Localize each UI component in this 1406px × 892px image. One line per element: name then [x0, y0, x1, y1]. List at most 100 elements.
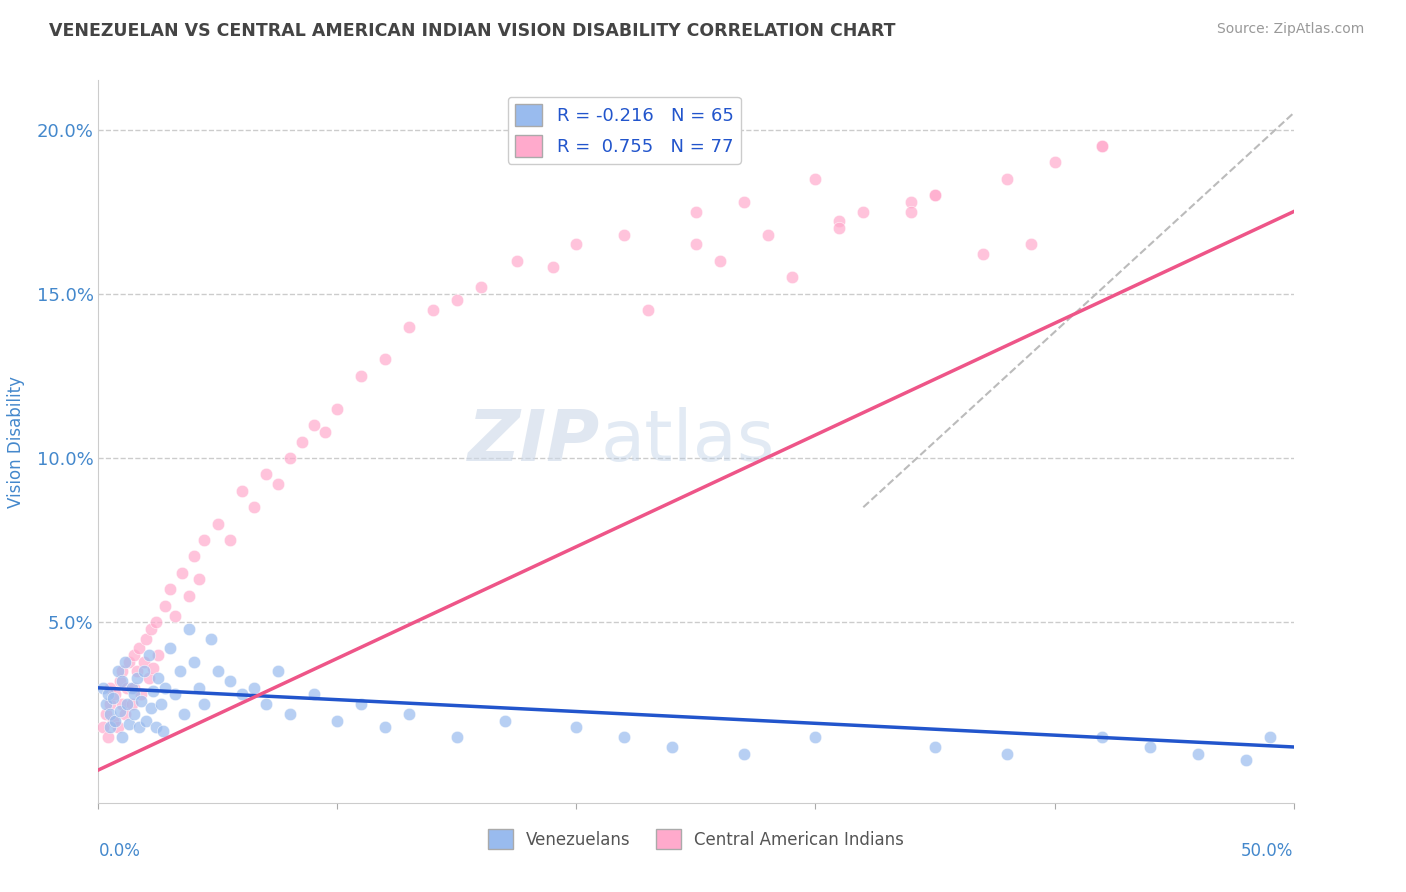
- Point: [661, 739, 683, 754]
- Point: [243, 500, 266, 515]
- Point: [183, 549, 205, 564]
- Point: [91, 681, 114, 695]
- Point: [115, 698, 138, 712]
- Point: [243, 681, 266, 695]
- Point: [101, 714, 124, 728]
- Point: [179, 622, 201, 636]
- Point: [685, 237, 707, 252]
- Point: [169, 665, 191, 679]
- Point: [613, 730, 636, 744]
- Point: [148, 648, 170, 662]
- Point: [231, 483, 253, 498]
- Point: [97, 687, 120, 701]
- Point: [163, 687, 186, 701]
- Point: [852, 204, 875, 219]
- Point: [111, 698, 134, 712]
- Point: [972, 247, 994, 261]
- Point: [108, 704, 131, 718]
- Point: [111, 674, 134, 689]
- Point: [187, 681, 209, 695]
- Point: [278, 450, 301, 465]
- Point: [200, 632, 222, 646]
- Point: [446, 730, 468, 744]
- Point: [125, 665, 148, 679]
- Point: [506, 253, 529, 268]
- Point: [124, 648, 146, 662]
- Point: [124, 707, 146, 722]
- Point: [128, 641, 150, 656]
- Point: [145, 720, 167, 734]
- Text: ZIP: ZIP: [468, 407, 600, 476]
- Point: [828, 221, 851, 235]
- Point: [733, 194, 755, 209]
- Point: [326, 401, 349, 416]
- Point: [135, 632, 157, 646]
- Point: [131, 687, 153, 701]
- Point: [254, 698, 277, 712]
- Point: [267, 477, 290, 491]
- Point: [124, 681, 146, 695]
- Point: [326, 714, 349, 728]
- Point: [685, 204, 707, 219]
- Point: [163, 608, 186, 623]
- Point: [152, 723, 174, 738]
- Point: [756, 227, 779, 242]
- Point: [1234, 753, 1257, 767]
- Point: [107, 665, 129, 679]
- Point: [139, 700, 162, 714]
- Point: [155, 599, 177, 613]
- Point: [114, 707, 136, 722]
- Point: [159, 582, 181, 597]
- Point: [302, 418, 325, 433]
- Point: [219, 533, 242, 547]
- Point: [267, 665, 290, 679]
- Text: 50.0%: 50.0%: [1241, 842, 1294, 860]
- Point: [1091, 139, 1114, 153]
- Point: [97, 730, 120, 744]
- Point: [709, 253, 731, 268]
- Point: [138, 671, 160, 685]
- Point: [1187, 747, 1209, 761]
- Point: [138, 648, 160, 662]
- Point: [101, 690, 124, 705]
- Point: [148, 671, 170, 685]
- Point: [924, 188, 946, 202]
- Point: [159, 641, 181, 656]
- Point: [207, 516, 229, 531]
- Point: [828, 214, 851, 228]
- Point: [155, 681, 177, 695]
- Text: atlas: atlas: [600, 407, 775, 476]
- Point: [1091, 730, 1114, 744]
- Text: VENEZUELAN VS CENTRAL AMERICAN INDIAN VISION DISABILITY CORRELATION CHART: VENEZUELAN VS CENTRAL AMERICAN INDIAN VI…: [49, 22, 896, 40]
- Point: [124, 687, 146, 701]
- Point: [108, 674, 131, 689]
- Point: [291, 434, 314, 449]
- Point: [139, 622, 162, 636]
- Point: [98, 698, 122, 712]
- Point: [94, 707, 117, 722]
- Point: [121, 681, 143, 695]
- Point: [422, 303, 444, 318]
- Point: [315, 425, 337, 439]
- Point: [804, 730, 827, 744]
- Point: [131, 694, 153, 708]
- Point: [118, 717, 141, 731]
- Point: [613, 227, 636, 242]
- Point: [94, 698, 117, 712]
- Point: [278, 707, 301, 722]
- Point: [132, 655, 155, 669]
- Point: [374, 352, 396, 367]
- Point: [494, 714, 516, 728]
- Point: [179, 589, 201, 603]
- Point: [193, 698, 215, 712]
- Point: [145, 615, 167, 630]
- Point: [900, 194, 922, 209]
- Point: [1043, 155, 1066, 169]
- Point: [398, 319, 420, 334]
- Point: [398, 707, 420, 722]
- Point: [114, 655, 136, 669]
- Point: [98, 681, 122, 695]
- Point: [183, 655, 205, 669]
- Point: [637, 303, 659, 318]
- Point: [733, 747, 755, 761]
